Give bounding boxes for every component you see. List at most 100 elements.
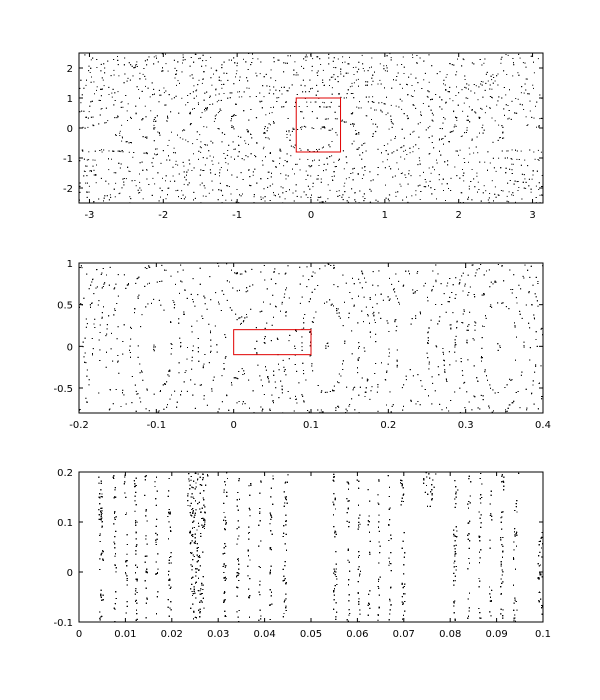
data-point	[514, 112, 515, 114]
data-point	[463, 102, 465, 104]
data-point	[266, 85, 268, 87]
point-cloud	[79, 53, 543, 203]
data-point	[275, 305, 276, 307]
data-point	[175, 152, 176, 154]
data-point	[398, 106, 400, 108]
data-point	[497, 73, 499, 75]
data-point	[287, 175, 289, 177]
data-point	[348, 317, 350, 319]
data-point	[533, 117, 535, 119]
data-point	[157, 61, 159, 63]
data-point	[343, 97, 345, 99]
data-point	[200, 147, 202, 149]
data-point	[272, 294, 274, 296]
data-point	[302, 91, 304, 93]
data-point	[105, 180, 107, 182]
data-point	[90, 59, 92, 61]
data-point	[100, 273, 102, 275]
data-point	[183, 183, 185, 185]
data-point	[178, 112, 180, 114]
data-point	[443, 117, 445, 118]
data-point	[446, 285, 448, 287]
data-point	[431, 119, 433, 121]
data-point	[455, 150, 457, 152]
data-point	[448, 188, 449, 189]
data-point	[336, 134, 338, 136]
data-point	[293, 128, 295, 130]
data-point	[329, 189, 331, 191]
data-point	[511, 402, 513, 404]
data-point	[318, 197, 320, 198]
data-point	[464, 162, 466, 163]
data-point	[341, 120, 343, 122]
data-point	[353, 82, 355, 84]
data-point	[501, 97, 503, 99]
data-point	[234, 158, 235, 160]
data-point	[127, 77, 129, 79]
data-point	[171, 131, 172, 133]
data-point	[403, 137, 405, 139]
data-point	[108, 169, 110, 171]
data-point	[113, 150, 115, 152]
data-point	[145, 78, 147, 80]
data-point	[275, 195, 276, 197]
data-point	[223, 83, 225, 85]
data-point	[541, 117, 543, 119]
data-point	[495, 196, 497, 198]
data-point	[320, 391, 322, 393]
data-point	[321, 126, 323, 128]
data-point	[275, 89, 277, 91]
data-point	[79, 191, 81, 193]
data-point	[375, 333, 377, 335]
data-point	[501, 125, 503, 127]
data-point	[363, 321, 364, 323]
data-point	[344, 121, 346, 123]
data-point	[197, 102, 199, 104]
data-point	[151, 194, 153, 196]
data-point	[270, 176, 272, 178]
data-point	[154, 93, 155, 95]
data-point	[122, 151, 124, 153]
data-point	[251, 62, 253, 63]
data-point	[270, 124, 271, 126]
data-point	[177, 164, 179, 166]
data-point	[108, 409, 110, 411]
data-point	[210, 172, 212, 174]
data-point	[501, 265, 502, 267]
data-point	[454, 342, 456, 344]
data-point	[158, 101, 160, 103]
data-point	[101, 77, 103, 79]
data-point	[509, 378, 511, 380]
data-point	[455, 277, 457, 279]
data-point	[93, 125, 95, 127]
data-point	[468, 161, 469, 163]
data-point	[466, 119, 468, 121]
data-point	[378, 312, 380, 314]
data-point	[529, 100, 531, 102]
data-point	[130, 338, 132, 340]
data-point	[338, 158, 340, 160]
data-point	[247, 156, 249, 158]
data-point	[100, 88, 102, 90]
data-point	[498, 157, 500, 159]
data-point	[304, 85, 306, 87]
data-point	[466, 129, 468, 131]
data-point	[274, 268, 276, 270]
data-point	[300, 196, 302, 198]
data-point	[317, 150, 318, 152]
data-point	[517, 72, 519, 74]
data-point	[355, 133, 357, 135]
data-point	[240, 172, 242, 174]
data-point	[206, 107, 208, 109]
data-point	[442, 178, 444, 180]
data-point	[383, 145, 385, 146]
data-point	[371, 119, 372, 120]
data-point	[300, 149, 302, 151]
data-point	[409, 147, 411, 149]
data-point	[299, 158, 301, 160]
data-point	[82, 149, 84, 151]
data-point	[503, 87, 505, 88]
data-point	[365, 84, 367, 86]
data-point	[311, 127, 313, 129]
data-point	[434, 189, 436, 190]
